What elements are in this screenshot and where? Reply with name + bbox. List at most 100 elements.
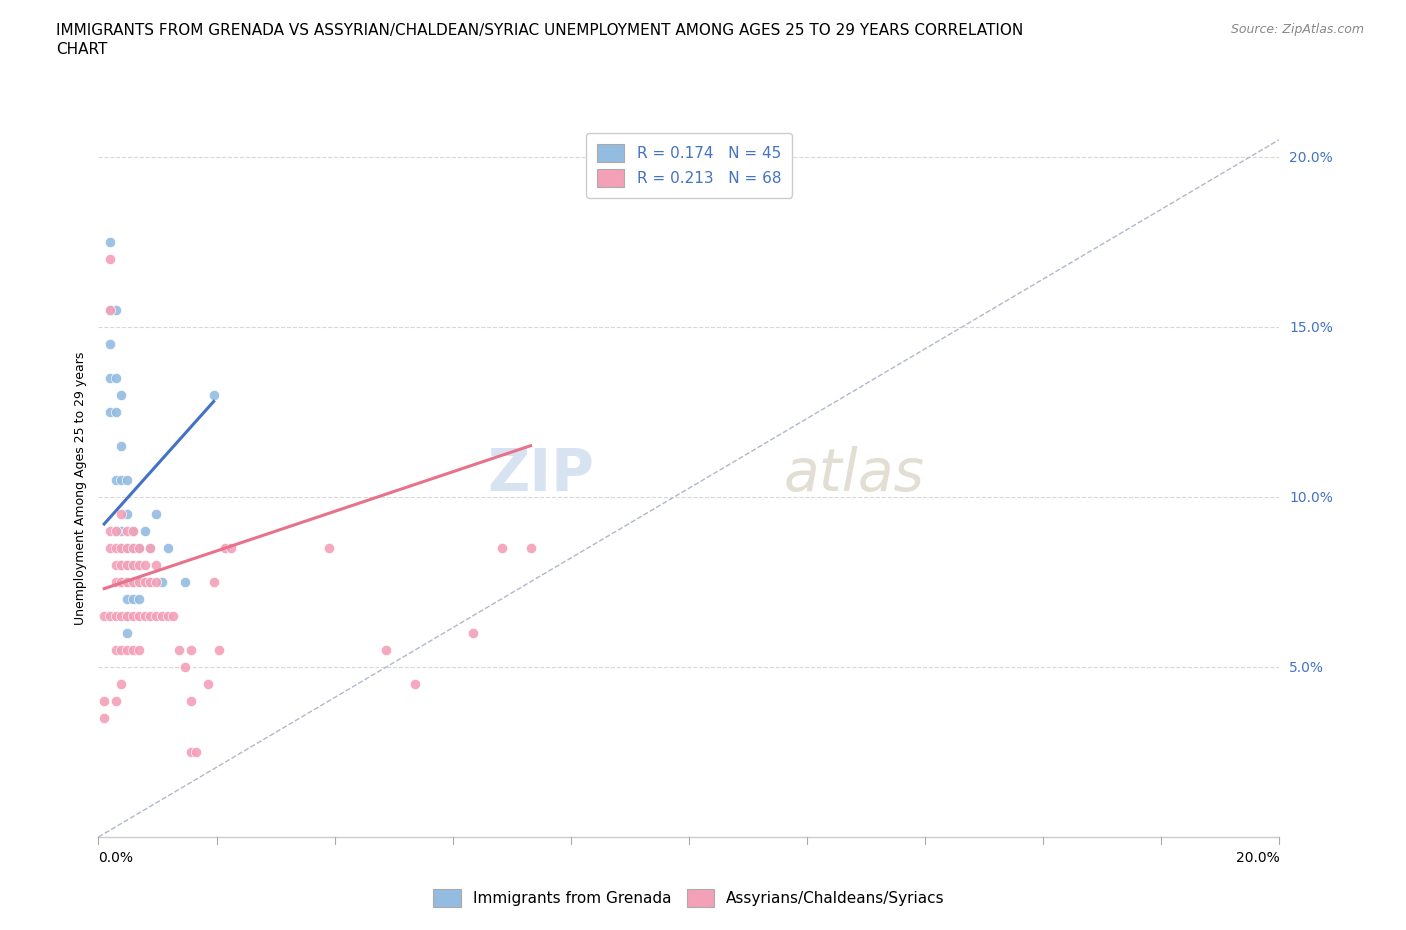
Point	[134, 524, 156, 538]
Point	[134, 575, 156, 590]
Point	[180, 694, 202, 709]
Point	[115, 575, 138, 590]
Point	[128, 575, 150, 590]
Point	[110, 643, 132, 658]
Point	[98, 405, 121, 419]
Point	[128, 557, 150, 572]
Point	[110, 540, 132, 555]
Point	[122, 575, 145, 590]
Point	[115, 557, 138, 572]
Point	[110, 676, 132, 691]
Point	[110, 438, 132, 453]
Legend: Immigrants from Grenada, Assyrians/Chaldeans/Syriacs: Immigrants from Grenada, Assyrians/Chald…	[427, 884, 950, 913]
Point	[98, 370, 121, 385]
Point	[104, 557, 127, 572]
Point	[115, 625, 138, 640]
Text: atlas: atlas	[783, 445, 924, 503]
Point	[98, 251, 121, 266]
Point	[104, 472, 127, 487]
Text: IMMIGRANTS FROM GRENADA VS ASSYRIAN/CHALDEAN/SYRIAC UNEMPLOYMENT AMONG AGES 25 T: IMMIGRANTS FROM GRENADA VS ASSYRIAN/CHAL…	[56, 23, 1024, 38]
Point	[115, 472, 138, 487]
Text: 20.0%: 20.0%	[1236, 851, 1279, 865]
Point	[104, 524, 127, 538]
Point	[93, 694, 115, 709]
Point	[180, 643, 202, 658]
Point	[139, 575, 162, 590]
Point	[150, 575, 173, 590]
Point	[104, 575, 127, 590]
Point	[202, 575, 225, 590]
Point	[128, 608, 150, 623]
Point	[145, 575, 167, 590]
Point	[115, 524, 138, 538]
Point	[115, 540, 138, 555]
Point	[104, 540, 127, 555]
Point	[461, 625, 484, 640]
Point	[150, 608, 173, 623]
Point	[173, 659, 195, 674]
Point	[122, 643, 145, 658]
Point	[128, 540, 150, 555]
Point	[93, 711, 115, 725]
Point	[104, 694, 127, 709]
Point	[98, 524, 121, 538]
Point	[115, 608, 138, 623]
Point	[139, 540, 162, 555]
Point	[98, 608, 121, 623]
Point	[110, 557, 132, 572]
Point	[173, 575, 195, 590]
Point	[104, 370, 127, 385]
Point	[134, 575, 156, 590]
Point	[186, 745, 208, 760]
Point	[208, 643, 231, 658]
Point	[115, 540, 138, 555]
Point	[318, 540, 340, 555]
Point	[197, 676, 219, 691]
Point	[122, 524, 145, 538]
Point	[110, 472, 132, 487]
Point	[110, 524, 132, 538]
Point	[145, 506, 167, 521]
Point	[156, 608, 179, 623]
Point	[115, 506, 138, 521]
Point	[128, 540, 150, 555]
Point	[110, 506, 132, 521]
Point	[519, 540, 541, 555]
Text: Source: ZipAtlas.com: Source: ZipAtlas.com	[1230, 23, 1364, 36]
Point	[104, 405, 127, 419]
Point	[128, 557, 150, 572]
Point	[115, 575, 138, 590]
Point	[115, 557, 138, 572]
Point	[110, 575, 132, 590]
Point	[162, 608, 184, 623]
Point	[128, 575, 150, 590]
Point	[98, 540, 121, 555]
Point	[156, 540, 179, 555]
Point	[139, 540, 162, 555]
Y-axis label: Unemployment Among Ages 25 to 29 years: Unemployment Among Ages 25 to 29 years	[75, 352, 87, 625]
Point	[202, 387, 225, 402]
Point	[128, 591, 150, 606]
Point	[104, 302, 127, 317]
Point	[145, 557, 167, 572]
Point	[98, 337, 121, 352]
Point	[122, 575, 145, 590]
Point	[104, 524, 127, 538]
Point	[404, 676, 426, 691]
Point	[375, 643, 398, 658]
Point	[115, 591, 138, 606]
Text: 0.0%: 0.0%	[98, 851, 134, 865]
Point	[122, 524, 145, 538]
Point	[98, 234, 121, 249]
Point	[122, 540, 145, 555]
Point	[145, 608, 167, 623]
Point	[98, 302, 121, 317]
Point	[98, 302, 121, 317]
Point	[115, 608, 138, 623]
Point	[110, 608, 132, 623]
Point	[219, 540, 242, 555]
Point	[122, 540, 145, 555]
Point	[122, 591, 145, 606]
Point	[110, 575, 132, 590]
Point	[214, 540, 236, 555]
